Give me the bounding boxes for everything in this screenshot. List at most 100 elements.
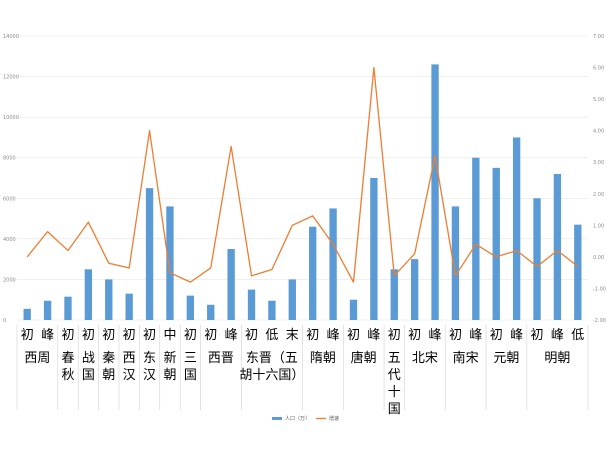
dynasty-label: 东 — [143, 351, 156, 366]
legend-swatch-bar — [272, 417, 282, 420]
legend: 人口（万） 增速 — [272, 415, 339, 422]
right-tick-label: 7.00 — [593, 34, 604, 40]
category-label: 中 — [163, 328, 176, 343]
dynasty-label: 朝 — [102, 368, 115, 383]
left-tick-label: 10000 — [3, 115, 19, 121]
population-bar — [410, 259, 419, 320]
dynasty-label: 十 — [388, 385, 401, 400]
legend-label: 增速 — [329, 415, 339, 422]
dynasty-label: 西 — [123, 351, 136, 366]
growth-rate-line — [26, 66, 579, 283]
category-label: 峰 — [510, 328, 523, 343]
right-tick-label: 0.00 — [593, 255, 604, 261]
category-label: 初 — [245, 328, 258, 343]
left-tick-label: 2000 — [3, 277, 16, 283]
dynasty-label: 西晋 — [208, 351, 234, 366]
category-label: 初 — [123, 328, 136, 343]
category-label: 峰 — [469, 328, 482, 343]
population-bar — [268, 300, 276, 320]
left-axis: 0 2000 4000 6000 8000 10000 12000 14000 — [3, 34, 19, 324]
population-bar — [227, 249, 235, 320]
dynasty-label: 汉 — [143, 368, 156, 383]
category-label: 初 — [102, 328, 115, 343]
dynasty-label: 东晋（五 — [246, 351, 298, 366]
dynasty-labels: 西周 春秋战国秦朝西汉东汉新朝三国西晋 东晋（五胡十六国）隋朝 唐朝 五代十国北宋 南宋元… — [16, 325, 589, 417]
category-label: 初 — [21, 328, 34, 343]
right-tick-label: 4.00 — [593, 129, 604, 135]
category-label: 初 — [184, 328, 197, 343]
population-bar — [84, 269, 93, 320]
legend-label: 人口（万） — [285, 416, 310, 422]
population-bar — [349, 299, 358, 320]
left-tick-label: 0 — [3, 318, 6, 324]
left-tick-label: 8000 — [3, 156, 16, 162]
left-tick-label: 12000 — [3, 75, 19, 81]
dynasty-label: 代 — [388, 368, 401, 383]
population-bar — [492, 167, 500, 320]
population-bar — [186, 295, 195, 320]
category-label: 初 — [61, 328, 74, 343]
category-label: 初 — [388, 328, 401, 343]
population-bar — [247, 289, 256, 320]
category-label: 峰 — [41, 328, 54, 343]
population-bar — [533, 198, 541, 320]
category-label: 低 — [571, 328, 584, 343]
left-tick-label: 4000 — [3, 237, 16, 243]
category-label: 初 — [449, 328, 462, 343]
category-label: 峰 — [429, 328, 442, 343]
category-label: 初 — [408, 328, 421, 343]
category-label: 峰 — [367, 328, 380, 343]
right-tick-label: 2.00 — [593, 192, 604, 198]
population-bar — [207, 304, 215, 320]
right-tick-label: 6.00 — [593, 66, 604, 72]
dynasty-label: 战 — [82, 351, 95, 366]
dynasty-label: 元朝 — [493, 351, 519, 366]
right-tick-label: 5.00 — [593, 97, 604, 103]
population-bar — [431, 64, 439, 321]
dynasty-label: 国 — [82, 368, 95, 383]
dynasty-label: 明朝 — [544, 351, 570, 366]
dynasty-label: 秦 — [102, 351, 115, 366]
population-bar — [288, 279, 296, 320]
category-label: 低 — [265, 328, 278, 343]
category-label: 初 — [347, 328, 360, 343]
dynasty-label: 五 — [388, 351, 401, 366]
population-bar — [105, 279, 113, 320]
category-label: 初 — [204, 328, 217, 343]
population-bar — [309, 226, 317, 320]
population-bar — [553, 173, 562, 320]
right-tick-label: 3.00 — [593, 160, 604, 166]
dynasty-label: 春 — [61, 351, 74, 366]
category-label: 初 — [490, 328, 503, 343]
population-bar — [512, 137, 521, 320]
population-bar — [125, 293, 133, 320]
bar-series — [23, 64, 582, 321]
category-label: 末 — [286, 328, 299, 343]
population-bar — [166, 206, 174, 320]
line-series — [26, 66, 579, 283]
category-label: 峰 — [551, 328, 564, 343]
right-tick-label: -2.00 — [593, 318, 606, 324]
dynasty-label: 隋朝 — [310, 351, 336, 366]
population-bar — [574, 224, 582, 320]
right-axis: -2.00 -1.00 0.00 1.00 2.00 3.00 4.00 5.00 6.00 7.… — [593, 34, 606, 324]
dynasty-label: 胡十六国） — [239, 368, 304, 383]
category-label: 初 — [143, 328, 156, 343]
dynasty-label: 北宋 — [412, 351, 438, 366]
left-tick-label: 6000 — [3, 196, 16, 202]
category-label: 峰 — [225, 328, 238, 343]
population-bar — [64, 296, 72, 320]
dynasty-label: 国 — [184, 368, 197, 383]
dynasty-label: 南宋 — [453, 350, 479, 366]
category-label: 初 — [531, 328, 544, 343]
population-bar — [43, 300, 52, 320]
category-labels: 初峰初初初初初中初初峰初低末初峰初峰初初峰初峰初峰初峰低 — [21, 328, 585, 343]
dynasty-label: 唐朝 — [351, 350, 377, 366]
dynasty-label: 汉 — [123, 368, 136, 383]
population-bar — [390, 269, 398, 320]
population-bar — [370, 178, 378, 320]
dynasty-label: 国 — [388, 402, 401, 417]
dynasty-label: 秋 — [61, 368, 74, 383]
